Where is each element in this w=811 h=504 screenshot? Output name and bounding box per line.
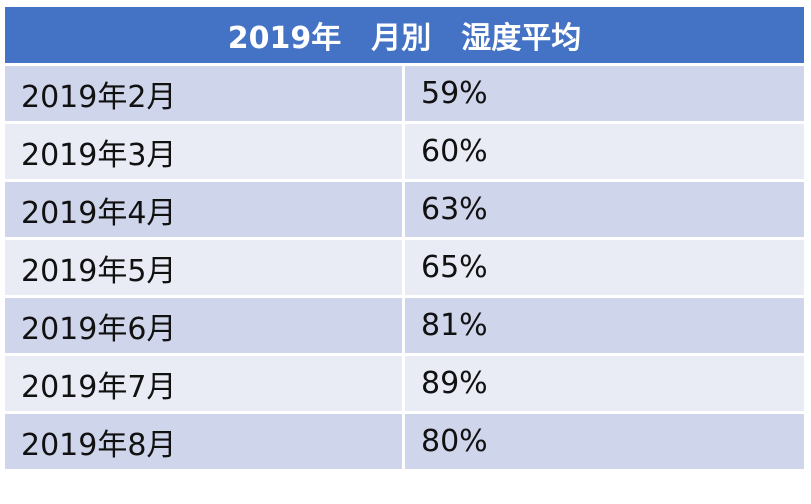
table-row: 2019年5月 65% [2,237,807,298]
month-cell: 2019年7月 [2,353,405,414]
humidity-cell: 63% [402,179,807,240]
table-row: 2019年6月 81% [2,295,807,356]
humidity-table: 2019年 月別 湿度平均 2019年2月 59% 2019年3月 60% 2019年4… [2,4,807,472]
month-cell: 2019年8月 [2,411,405,472]
humidity-cell: 65% [402,237,807,298]
humidity-cell: 81% [402,295,807,356]
table-container: 2019年 月別 湿度平均 2019年2月 59% 2019年3月 60% 2019年4… [2,4,807,472]
month-cell: 2019年6月 [2,295,405,356]
table-row: 2019年8月 80% [2,411,807,472]
humidity-cell: 60% [402,121,807,182]
month-cell: 2019年3月 [2,121,405,182]
table-row: 2019年4月 63% [2,179,807,240]
humidity-cell: 80% [402,411,807,472]
month-cell: 2019年2月 [2,63,405,124]
table-row: 2019年2月 59% [2,63,807,124]
table-body: 2019年2月 59% 2019年3月 60% 2019年4月 63% 2019年5月 65%… [2,63,807,472]
table-row: 2019年3月 60% [2,121,807,182]
table-title: 2019年 月別 湿度平均 [2,4,807,66]
month-cell: 2019年4月 [2,179,405,240]
table-row: 2019年7月 89% [2,353,807,414]
humidity-cell: 59% [402,63,807,124]
month-cell: 2019年5月 [2,237,405,298]
humidity-cell: 89% [402,353,807,414]
header-row: 2019年 月別 湿度平均 [2,4,807,66]
